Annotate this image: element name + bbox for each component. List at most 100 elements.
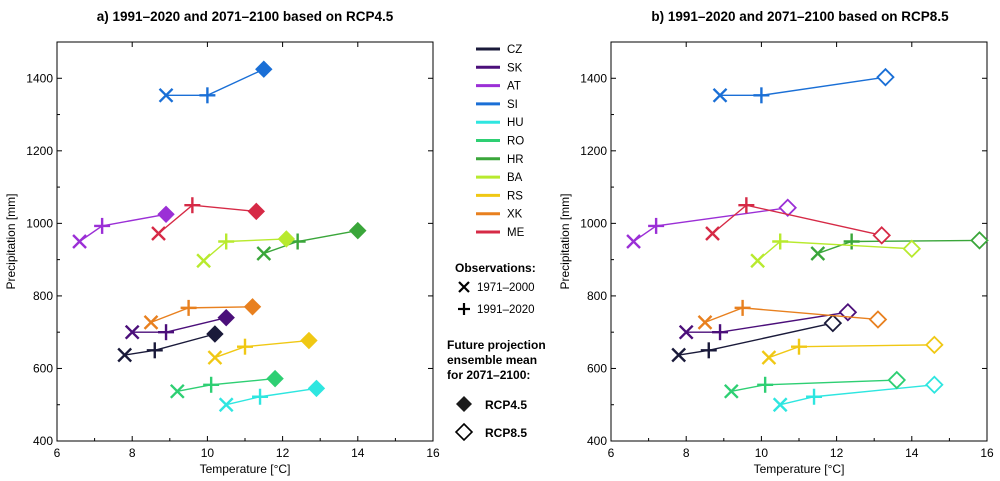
obs-1971-2000-marker: [158, 87, 174, 103]
panel-b-series-rs: [761, 335, 944, 365]
series-line: [263, 229, 358, 255]
projection-marker: [838, 302, 858, 322]
panel-a-ytick-label: 1400: [26, 71, 53, 85]
legend-label-me: ME: [507, 227, 525, 239]
panel-a-ytick-label: 600: [33, 361, 53, 375]
projection-marker: [266, 369, 284, 388]
legend-rcp85-label: RCP8.5: [485, 426, 527, 440]
panel-a-series-si: [158, 60, 273, 104]
panel-b-series-at: [626, 198, 797, 249]
panel-a-series-sk: [124, 308, 235, 341]
projection-marker: [925, 335, 944, 355]
panel-b-ytick-label: 800: [587, 289, 607, 303]
legend-plus-marker: [458, 303, 470, 315]
panel-b-xtick-label: 16: [980, 446, 994, 460]
panel-a-series-hu: [218, 379, 326, 413]
panel-a-xtick-label: 16: [426, 446, 440, 460]
panel-a-series-rs: [207, 331, 318, 365]
legend-label-cz: CZ: [507, 44, 522, 56]
legend-label-rs: RS: [507, 190, 523, 202]
series-line: [226, 387, 317, 406]
legend-projection-title-2: ensemble mean: [447, 353, 537, 367]
panel-b-series-xk: [697, 299, 888, 330]
panel-b-ytick-label: 400: [587, 434, 607, 448]
panel-b-xtick-label: 14: [905, 446, 919, 460]
panel-b-ytick-label: 1000: [580, 216, 607, 230]
panel-a-xtick-label: 12: [276, 446, 290, 460]
legend-countries: CZ SK AT SI HU RO HR BA RS XK ME: [476, 44, 525, 239]
legend-filled-diamond: [456, 396, 472, 412]
obs-1971-2000-marker: [671, 347, 687, 363]
obs-1971-2000-marker: [761, 350, 777, 365]
panel-a-xtick-label: 10: [201, 446, 215, 460]
panel-b-series-sk: [678, 302, 858, 341]
projection-marker: [876, 67, 895, 87]
panel-a-xlabel: Temperature [°C]: [200, 462, 291, 476]
obs-1971-2000-marker: [169, 383, 185, 399]
panel-b-series-hu: [772, 375, 944, 413]
legend-label-hu: HU: [507, 117, 524, 129]
panel-a-ytick-label: 1200: [26, 144, 53, 158]
panel-a-series-ba: [196, 230, 296, 269]
panel-a-series-cz: [117, 325, 224, 363]
projection-marker: [243, 298, 262, 316]
projection-marker: [255, 60, 273, 78]
series-line: [158, 204, 257, 235]
panel-a-ylabel: Precipitation [mm]: [4, 193, 18, 289]
projection-marker: [887, 370, 907, 390]
legend-label-ro: RO: [507, 136, 524, 148]
legend-label-hr: HR: [507, 154, 524, 166]
panel-b-xtick-label: 12: [830, 446, 844, 460]
series-line: [817, 239, 980, 255]
panel-b-xtick-label: 10: [755, 446, 769, 460]
legend-projection-title-1: Future projection: [447, 338, 546, 352]
obs-1971-2000-marker: [810, 246, 826, 261]
obs-1971-2000-marker: [750, 253, 765, 269]
legend-label-sk: SK: [507, 62, 523, 74]
series-line: [720, 76, 886, 97]
projection-marker: [157, 205, 175, 224]
obs-1971-2000-marker: [697, 315, 713, 330]
projection-marker: [247, 202, 265, 221]
projection-marker: [300, 331, 318, 350]
legend-observations-title: Observations:: [455, 261, 536, 275]
panel-a-xtick-label: 6: [54, 446, 61, 460]
legend-label-ba: BA: [507, 172, 523, 184]
projection-marker: [217, 308, 235, 327]
panel-b-plot: 6 8 10 12 14 16 400 600 800 1000 1200 1400 Temperatu…: [558, 41, 994, 476]
obs-1971-2000-marker: [124, 324, 140, 340]
obs-1971-2000-marker: [72, 234, 87, 249]
panel-a-series-hr: [256, 221, 367, 261]
panel-b-series-ro: [723, 370, 907, 399]
series-line: [166, 68, 265, 97]
panel-a-series-ro: [169, 369, 284, 399]
panel-b-series-ba: [750, 233, 922, 269]
projection-marker: [778, 198, 797, 218]
legend-obs-1971-2000: 1971–2000: [477, 282, 535, 294]
projection-marker: [823, 313, 843, 333]
panel-a-series-me: [151, 197, 265, 241]
obs-1971-2000-marker: [712, 87, 728, 103]
series-line: [214, 339, 309, 359]
projection-marker: [925, 375, 944, 395]
panel-b-series-me: [705, 197, 891, 245]
panel-a-xtick-label: 14: [351, 446, 365, 460]
obs-1971-2000-marker: [207, 350, 223, 365]
panel-b-series-cz: [671, 313, 843, 363]
panel-a-series-at: [72, 205, 175, 249]
panel-b-xtick-label: 6: [608, 446, 615, 460]
panel-a-title: a) 1991–2020 and 2071–2100 based on RCP4…: [97, 9, 394, 24]
series-line: [780, 384, 935, 406]
obs-1971-2000-marker: [705, 226, 720, 241]
projection-marker: [868, 310, 888, 329]
panel-b-ytick-label: 1200: [580, 144, 607, 158]
obs-1971-2000-marker: [772, 397, 788, 413]
obs-1971-2000-marker: [723, 383, 739, 399]
obs-1971-2000-marker: [143, 315, 159, 330]
projection-marker: [206, 325, 224, 343]
panel-b-title: b) 1991–2020 and 2071–2100 based on RCP8…: [651, 9, 949, 24]
series-line: [712, 204, 882, 237]
panel-b-xtick-label: 8: [683, 446, 690, 460]
panel-b-ytick-label: 600: [587, 361, 607, 375]
